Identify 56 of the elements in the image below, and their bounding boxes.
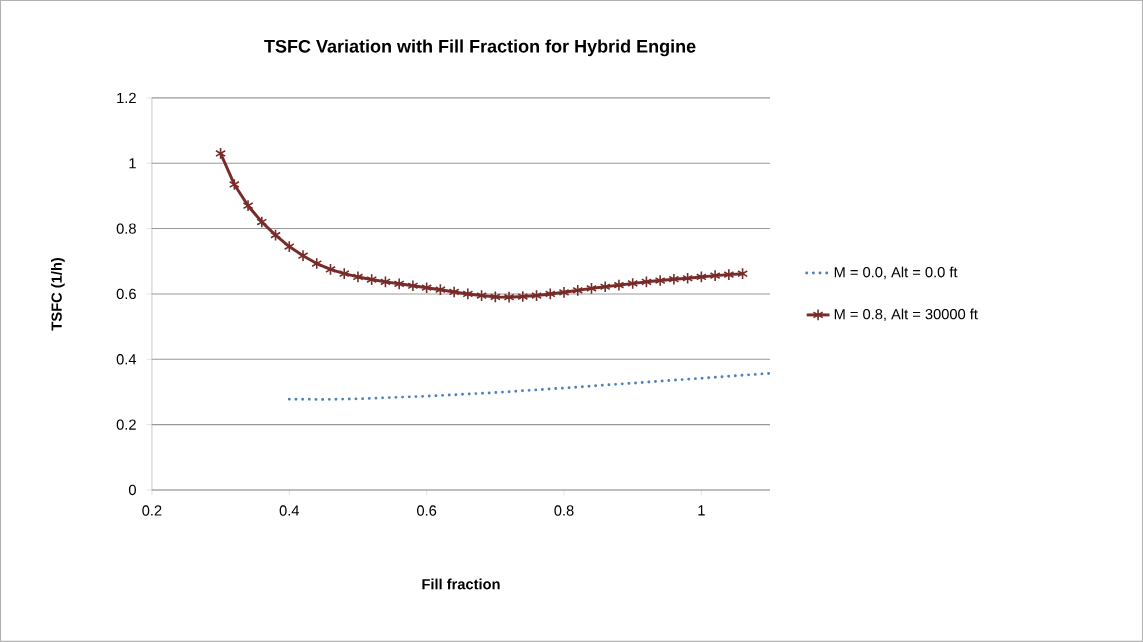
point xyxy=(586,282,597,295)
point xyxy=(613,279,625,292)
legend-label: M = 0.8, Alt = 30000 ft xyxy=(834,308,978,322)
y-tick-label: 0.8 xyxy=(116,223,136,234)
x-tick-label: 0.2 xyxy=(142,505,162,516)
point xyxy=(544,287,556,301)
point xyxy=(503,291,515,304)
point xyxy=(215,147,227,160)
x-tick-label: 0.8 xyxy=(554,505,574,516)
point xyxy=(737,267,748,280)
point xyxy=(531,289,542,302)
x-tick-label: 1 xyxy=(698,505,705,516)
point xyxy=(421,281,433,294)
x-tick-label: 0.6 xyxy=(417,505,437,516)
point xyxy=(407,279,419,292)
point xyxy=(654,274,666,287)
point xyxy=(448,285,460,299)
y-tick-label: 0 xyxy=(128,484,136,496)
y-tick-label: 0.6 xyxy=(116,288,136,300)
point xyxy=(352,270,364,284)
point xyxy=(476,289,487,302)
y-tick-label: 1 xyxy=(129,158,136,169)
point xyxy=(709,269,721,282)
point xyxy=(599,280,611,293)
point xyxy=(242,199,254,212)
point xyxy=(723,268,735,281)
point xyxy=(228,178,240,191)
point xyxy=(462,287,474,301)
point xyxy=(325,263,336,276)
x-axis-title: Fill fraction xyxy=(422,578,500,590)
y-tick-label: 1.2 xyxy=(117,92,136,104)
point xyxy=(393,277,405,290)
x-tick-label: 0.4 xyxy=(279,505,300,516)
chart-title: TSFC Variation with Fill Fraction for Hybrid Engine xyxy=(264,39,696,57)
legend-label: M = 0.0, Alt = 0.0 ft xyxy=(834,266,958,280)
point xyxy=(668,273,680,286)
point xyxy=(627,277,639,290)
point xyxy=(366,273,378,286)
point xyxy=(489,290,501,304)
y-tick-label: 0.2 xyxy=(116,419,136,430)
point xyxy=(270,229,281,242)
point xyxy=(297,249,309,262)
point xyxy=(380,275,391,289)
point xyxy=(311,257,323,270)
point xyxy=(256,215,268,229)
point xyxy=(517,290,529,303)
point xyxy=(283,240,295,253)
y-tick-label: 0.4 xyxy=(116,354,137,365)
point xyxy=(641,275,652,289)
point xyxy=(338,267,350,280)
y-axis-title: TSFC (1/h) xyxy=(51,258,65,331)
point xyxy=(682,272,694,285)
point xyxy=(695,270,707,284)
point xyxy=(558,286,570,299)
point xyxy=(572,284,584,297)
point xyxy=(434,283,446,296)
